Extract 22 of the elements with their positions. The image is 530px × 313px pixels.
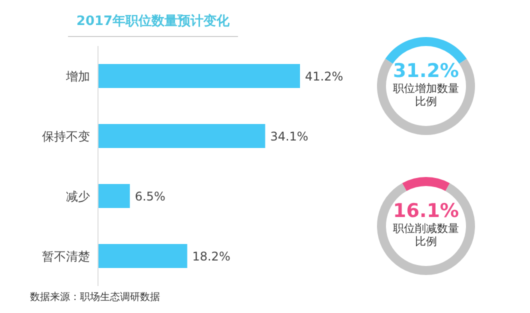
data-label: 41.2% [305, 69, 344, 84]
y-tick-label: 保持不变 [42, 129, 90, 144]
data-label: 16.1% [392, 200, 460, 222]
donut-slice [402, 177, 450, 192]
chart-title: 2017年职位数量预计变化 [68, 12, 238, 37]
source-note: 数据来源：职场生态调研数据 [30, 290, 160, 304]
bar [98, 184, 130, 208]
text: 职位削减数量比例 [392, 222, 460, 248]
data-label: 6.5% [134, 189, 166, 204]
data-label: 18.2% [192, 249, 230, 264]
bar [98, 244, 188, 268]
y-tick-label: 减少 [66, 189, 90, 204]
text: 职位增加数量比例 [392, 82, 460, 108]
data-label: 31.2% [392, 60, 460, 82]
bar [98, 64, 300, 88]
data-label: 34.1% [270, 129, 308, 144]
bar [98, 124, 266, 148]
y-tick-label: 增加 [65, 69, 90, 84]
donut-slice [377, 183, 475, 275]
y-tick-label: 暂不清楚 [42, 249, 90, 264]
donut-slice [377, 58, 475, 135]
donut-slice [385, 37, 467, 64]
